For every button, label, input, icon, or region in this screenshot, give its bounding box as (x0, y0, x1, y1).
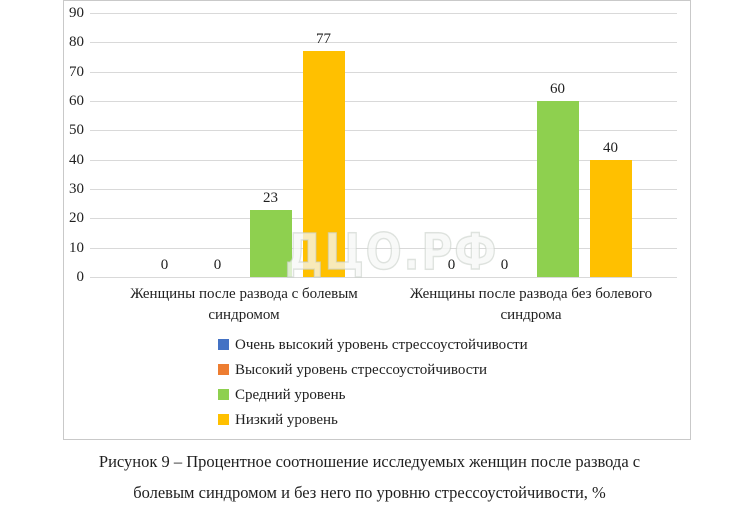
y-axis-tick-label: 0 (76, 269, 85, 285)
gridline (90, 218, 677, 220)
y-axis-tick-label: 80 (69, 34, 84, 51)
legend-label: Очень высокий уровень стрессоустойчивост… (235, 337, 528, 353)
legend: Очень высокий уровень стрессоустойчивост… (218, 337, 528, 437)
bar (302, 51, 345, 277)
bar (589, 159, 632, 277)
legend-swatch (218, 389, 229, 400)
chart-area (63, 0, 691, 440)
legend-swatch (218, 364, 229, 375)
gridline (90, 130, 677, 132)
y-axis-tick-label: 70 (69, 63, 84, 80)
gridline (90, 247, 677, 249)
gridline (90, 42, 677, 44)
gridline (90, 101, 677, 102)
bar-value-label: 0 (447, 257, 456, 273)
y-axis-tick-label: 50 (69, 122, 84, 139)
y-axis-tick-label: 30 (69, 181, 84, 197)
legend-item: Средний уровень (218, 387, 528, 404)
figure-caption: Рисунок 9 – Процентное соотношение иссле… (0, 446, 739, 508)
gridline (90, 13, 677, 14)
y-axis-tick-label: 20 (69, 210, 84, 227)
legend-label: Низкий уровень (235, 412, 338, 428)
bar-value-label: 0 (160, 257, 169, 273)
legend-item: Очень высокий уровень стрессоустойчивост… (218, 337, 528, 354)
bar (536, 101, 579, 277)
bar-value-label: 0 (500, 257, 509, 273)
bar-value-label: 77 (316, 31, 331, 48)
bar-value-label: 23 (263, 189, 278, 206)
bar-value-label: 60 (550, 81, 565, 97)
gridline (90, 71, 677, 73)
caption-line-1: Рисунок 9 – Процентное соотношение иссле… (98, 452, 641, 471)
legend-label: Средний уровень (235, 387, 346, 403)
y-axis-tick-label: 60 (69, 93, 84, 109)
y-axis-tick-label: 40 (69, 151, 84, 168)
category-label: Женщины после развода без болевого синдр… (409, 286, 653, 323)
bar (249, 209, 292, 277)
bar-value-label: 0 (213, 257, 222, 273)
gridline (90, 277, 677, 278)
bar-value-label: 40 (603, 139, 618, 156)
legend-swatch (218, 414, 229, 425)
legend-label: Высокий уровень стрессоустойчивости (235, 362, 487, 378)
caption-line-2: болевым синдромом и без него по уровню с… (133, 483, 606, 502)
legend-item: Высокий уровень стрессоустойчивости (218, 362, 528, 379)
legend-swatch (218, 339, 229, 350)
gridline (90, 189, 677, 190)
y-axis-tick-label: 90 (69, 5, 84, 21)
y-axis-tick-label: 10 (69, 239, 84, 256)
gridline (90, 159, 677, 161)
legend-item: Низкий уровень (218, 412, 528, 429)
category-label: Женщины после развода с болевым синдромо… (130, 286, 358, 323)
